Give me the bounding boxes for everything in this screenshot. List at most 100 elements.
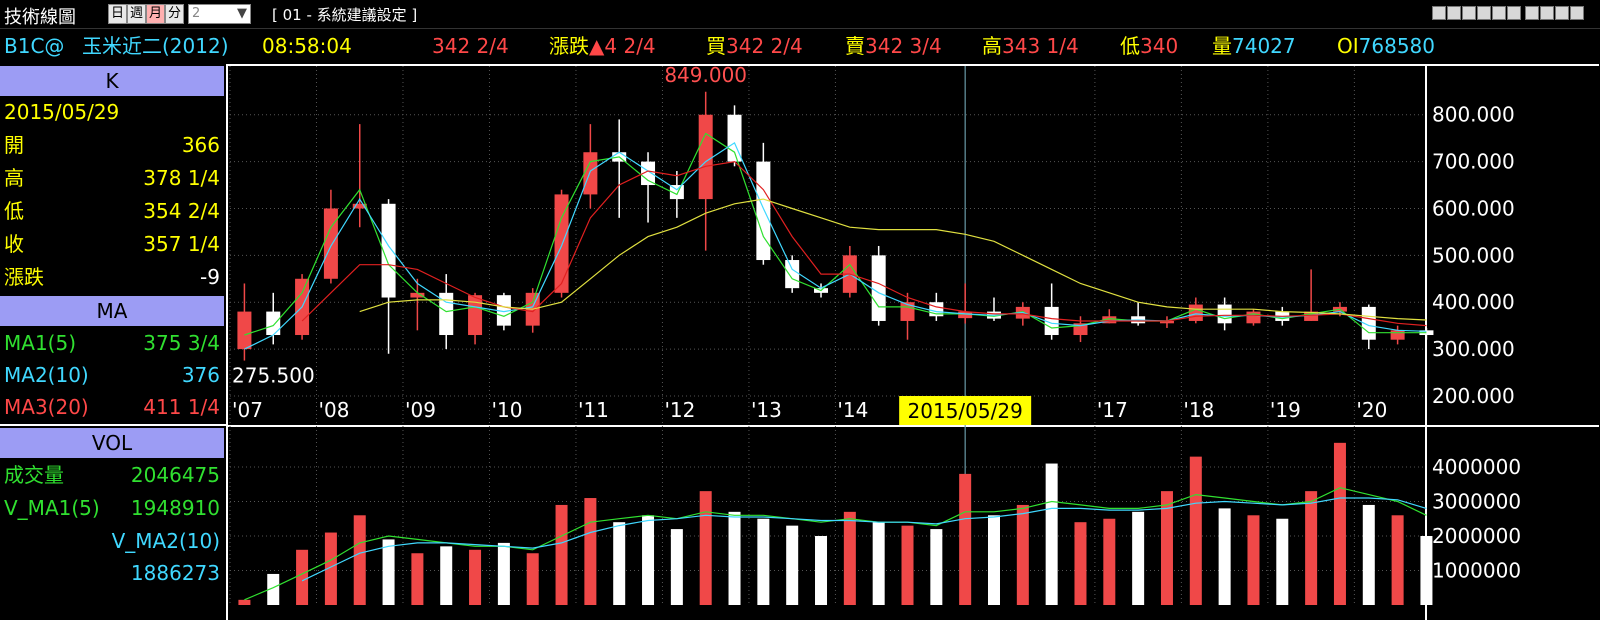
high: 高343 1/4: [982, 29, 1079, 63]
label: OI: [1337, 34, 1359, 58]
y-tick-label: 4000000: [1432, 455, 1521, 479]
ma-line: [359, 198, 1427, 321]
y-tick-label: 400.000: [1432, 290, 1515, 314]
volume-bar: [1016, 504, 1029, 605]
volume-bar: [440, 546, 453, 605]
border: [227, 64, 1599, 66]
value: 1948910: [130, 496, 220, 520]
volume-bar: [469, 549, 482, 605]
period-button[interactable]: 月: [146, 4, 165, 24]
x-tick-label: '13: [751, 398, 782, 422]
x-tick-label: '11: [578, 398, 609, 422]
interval-select[interactable]: 2 ▼: [188, 4, 251, 24]
volume-bar: [1276, 518, 1289, 605]
window-icon[interactable]: [1477, 6, 1491, 20]
candle-body: [1217, 304, 1232, 324]
toolbar-title: 技術線圖: [4, 7, 76, 28]
window-icon[interactable]: [1555, 6, 1569, 20]
value: 768580: [1358, 34, 1435, 58]
panel-header: K: [0, 66, 224, 96]
ma-row: MA3(20) 411 1/4: [4, 392, 220, 422]
volume-bar: [353, 515, 366, 605]
period-button[interactable]: 週: [127, 4, 146, 24]
ma-row: MA2(10) 376: [4, 360, 220, 390]
y-tick-label: 800.000: [1432, 103, 1515, 127]
volume-bar: [670, 529, 683, 605]
volume-bar: [497, 542, 510, 605]
value: 376: [181, 363, 220, 387]
label: 賣: [845, 34, 865, 58]
volume-bar: [959, 473, 972, 605]
candle-body: [958, 311, 973, 319]
candle-body: [323, 208, 338, 279]
candle-body: [698, 114, 713, 200]
volume-bar: [613, 522, 626, 605]
x-tick-label: '10: [491, 398, 522, 422]
volume-bar: [1074, 522, 1087, 605]
label: MA2(10): [4, 363, 89, 387]
value: 378 1/4: [143, 166, 220, 190]
low: 低340: [1120, 29, 1178, 63]
x-tick-label: '17: [1097, 398, 1128, 422]
volume-bar: [872, 522, 885, 605]
border: [227, 425, 1599, 427]
border: [1425, 64, 1427, 620]
label: V_MA2(10): [111, 529, 220, 553]
label: 收: [4, 232, 24, 256]
volume-bar: [815, 535, 828, 605]
candle-body: [410, 292, 425, 298]
candle-body: [237, 311, 252, 350]
toolbar: 技術線圖 日 週 月 分 2 ▼ [ 01 - 系統建議設定 ]: [0, 0, 1600, 29]
ma-line: [301, 497, 1427, 582]
ma-line: [244, 142, 1427, 350]
value: 1886273: [130, 561, 220, 585]
candle-body: [1304, 311, 1319, 321]
candle-body: [1188, 304, 1203, 321]
window-icon[interactable]: [1447, 6, 1461, 20]
crosshair-label-bg: [899, 396, 1032, 425]
label: 量: [1212, 34, 1232, 58]
window-icon[interactable]: [1570, 6, 1584, 20]
vol-row: 1886273: [4, 558, 220, 588]
candle-body: [1159, 320, 1174, 324]
window-icon[interactable]: [1507, 6, 1521, 20]
window-icon[interactable]: [1432, 6, 1446, 20]
k-row: 開 366: [4, 130, 220, 160]
volume-bar: [1132, 511, 1145, 605]
symbol: B1C@: [4, 34, 65, 58]
x-tick-label: '14: [837, 398, 868, 422]
y-tick-label: 500.000: [1432, 243, 1515, 267]
candle-body: [1102, 316, 1117, 324]
k-row: 低 354 2/4: [4, 196, 220, 226]
candle-body: [1073, 323, 1088, 336]
value: 74027: [1232, 34, 1296, 58]
period-button[interactable]: 分: [165, 4, 184, 24]
candle-body: [1361, 306, 1376, 340]
settings-label[interactable]: [ 01 - 系統建議設定 ]: [272, 6, 418, 24]
value: 375 3/4: [143, 331, 220, 355]
window-icon[interactable]: [1492, 6, 1506, 20]
volume-bar: [1333, 442, 1346, 605]
y-tick-label: 3000000: [1432, 489, 1521, 513]
value: -9: [200, 265, 220, 289]
label: MA3(20): [4, 395, 89, 419]
window-icon[interactable]: [1462, 6, 1476, 20]
window-icon[interactable]: [1540, 6, 1554, 20]
volume-bar: [1420, 535, 1433, 605]
label: 高: [982, 34, 1002, 58]
value: 2046475: [130, 463, 220, 487]
window-icon[interactable]: [1525, 6, 1539, 20]
x-tick-label: '20: [1356, 398, 1387, 422]
volume-bar: [728, 511, 741, 605]
change: 漲跌▲4 2/4: [549, 29, 656, 63]
label: V_MA1(5): [4, 496, 100, 520]
value: 340: [1140, 34, 1179, 58]
value: 357 1/4: [143, 232, 220, 256]
volume-bar: [930, 529, 943, 605]
period-button[interactable]: 日: [108, 4, 127, 24]
volume-bar: [843, 511, 856, 605]
candle-body: [756, 161, 771, 261]
value: 354 2/4: [143, 199, 220, 223]
